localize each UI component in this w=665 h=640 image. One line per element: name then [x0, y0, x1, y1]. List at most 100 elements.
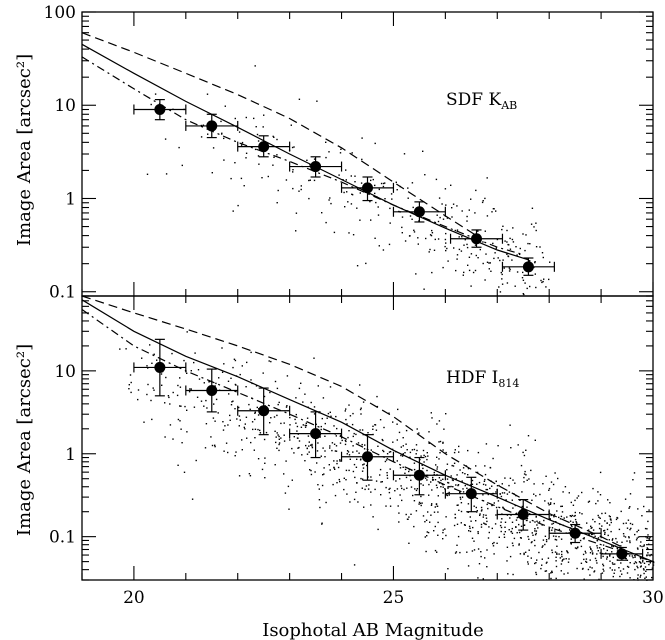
scatter-point: [548, 489, 550, 491]
binned-point-0: [133, 338, 187, 397]
scatter-point: [482, 516, 484, 518]
scatter-point: [378, 188, 380, 191]
scatter-point: [616, 547, 618, 549]
scatter-point: [455, 551, 458, 553]
scatter-point: [624, 557, 627, 559]
scatter-point: [642, 561, 644, 563]
scatter-point: [436, 456, 438, 458]
scatter-point: [552, 535, 555, 537]
scatter-point: [618, 567, 620, 569]
scatter-point: [450, 485, 452, 488]
scatter-point: [609, 560, 611, 562]
scatter-point: [550, 502, 552, 504]
scatter-point: [640, 565, 642, 567]
scatter-point: [254, 428, 257, 430]
scatter-point: [500, 530, 502, 533]
scatter-point: [518, 531, 521, 534]
scatter-point: [428, 251, 430, 253]
scatter-point: [408, 516, 410, 518]
scatter-point: [471, 479, 474, 482]
scatter-point: [540, 279, 542, 282]
scatter-point: [344, 443, 347, 446]
scatter-point: [442, 484, 444, 486]
scatter-point: [306, 417, 309, 419]
scatter-point: [317, 385, 319, 387]
scatter-point: [285, 406, 288, 408]
scatter-point: [453, 462, 456, 464]
scatter-point: [530, 469, 532, 472]
scatter-point: [190, 370, 192, 372]
scatter-point: [638, 561, 641, 563]
scatter-point: [591, 567, 593, 569]
scatter-point: [380, 494, 382, 496]
scatter-point: [484, 197, 486, 200]
scatter-point: [328, 199, 330, 201]
scatter-point: [612, 556, 614, 559]
scatter-point: [459, 469, 461, 471]
scatter-point: [576, 546, 579, 549]
scatter-point: [447, 487, 449, 489]
scatter-point: [493, 541, 495, 544]
scatter-point: [445, 249, 447, 252]
scatter-point: [431, 232, 434, 234]
scatter-point: [428, 431, 430, 433]
scatter-point: [147, 383, 149, 386]
scatter-point: [469, 527, 471, 529]
scatter-point: [130, 391, 132, 394]
scatter-point: [238, 131, 241, 133]
scatter-point: [389, 222, 391, 224]
scatter-point: [456, 258, 458, 260]
scatter-point: [597, 514, 599, 517]
y-tick-label: 10: [54, 362, 76, 382]
scatter-point: [410, 479, 412, 481]
scatter-point: [329, 469, 331, 471]
scatter-point: [346, 423, 348, 425]
scatter-point: [229, 414, 231, 417]
scatter-point: [345, 169, 347, 171]
scatter-point: [323, 473, 325, 475]
scatter-point: [488, 526, 490, 528]
scatter-point: [313, 406, 316, 408]
scatter-point: [357, 442, 360, 444]
scatter-point: [420, 495, 422, 498]
scatter-point: [240, 144, 243, 146]
scatter-point: [596, 539, 598, 542]
scatter-point: [388, 491, 391, 494]
scatter-point: [611, 545, 613, 547]
scatter-point: [395, 181, 397, 183]
scatter-point: [544, 535, 547, 537]
scatter-point: [523, 553, 525, 556]
scatter-point: [504, 521, 507, 523]
scatter-point: [457, 535, 460, 538]
scatter-point: [536, 520, 538, 522]
scatter-point: [426, 479, 428, 481]
scatter-point: [645, 570, 647, 572]
scatter-point: [466, 220, 468, 222]
scatter-point: [574, 547, 577, 549]
scatter-point: [610, 519, 612, 521]
scatter-point: [222, 429, 225, 431]
scatter-point: [558, 536, 560, 538]
scatter-point: [402, 445, 404, 447]
scatter-point: [569, 520, 572, 522]
scatter-point: [451, 464, 453, 467]
scatter-point: [195, 459, 197, 462]
scatter-point: [176, 394, 179, 397]
scatter-point: [263, 395, 266, 398]
scatter-point: [283, 434, 285, 436]
scatter-point: [454, 229, 456, 232]
scatter-point: [603, 548, 605, 550]
scatter-point: [316, 100, 318, 102]
y-tick-label: 0.1: [49, 528, 76, 548]
scatter-point: [169, 403, 171, 405]
scatter-point: [561, 560, 563, 562]
scatter-point: [534, 261, 536, 263]
scatter-point: [560, 515, 563, 518]
scatter-point: [611, 569, 613, 571]
binned-point-2: [237, 387, 291, 436]
scatter-point: [537, 527, 539, 529]
scatter-point: [508, 484, 510, 487]
scatter-point: [252, 428, 254, 431]
scatter-point: [384, 182, 386, 184]
scatter-point: [471, 483, 474, 485]
